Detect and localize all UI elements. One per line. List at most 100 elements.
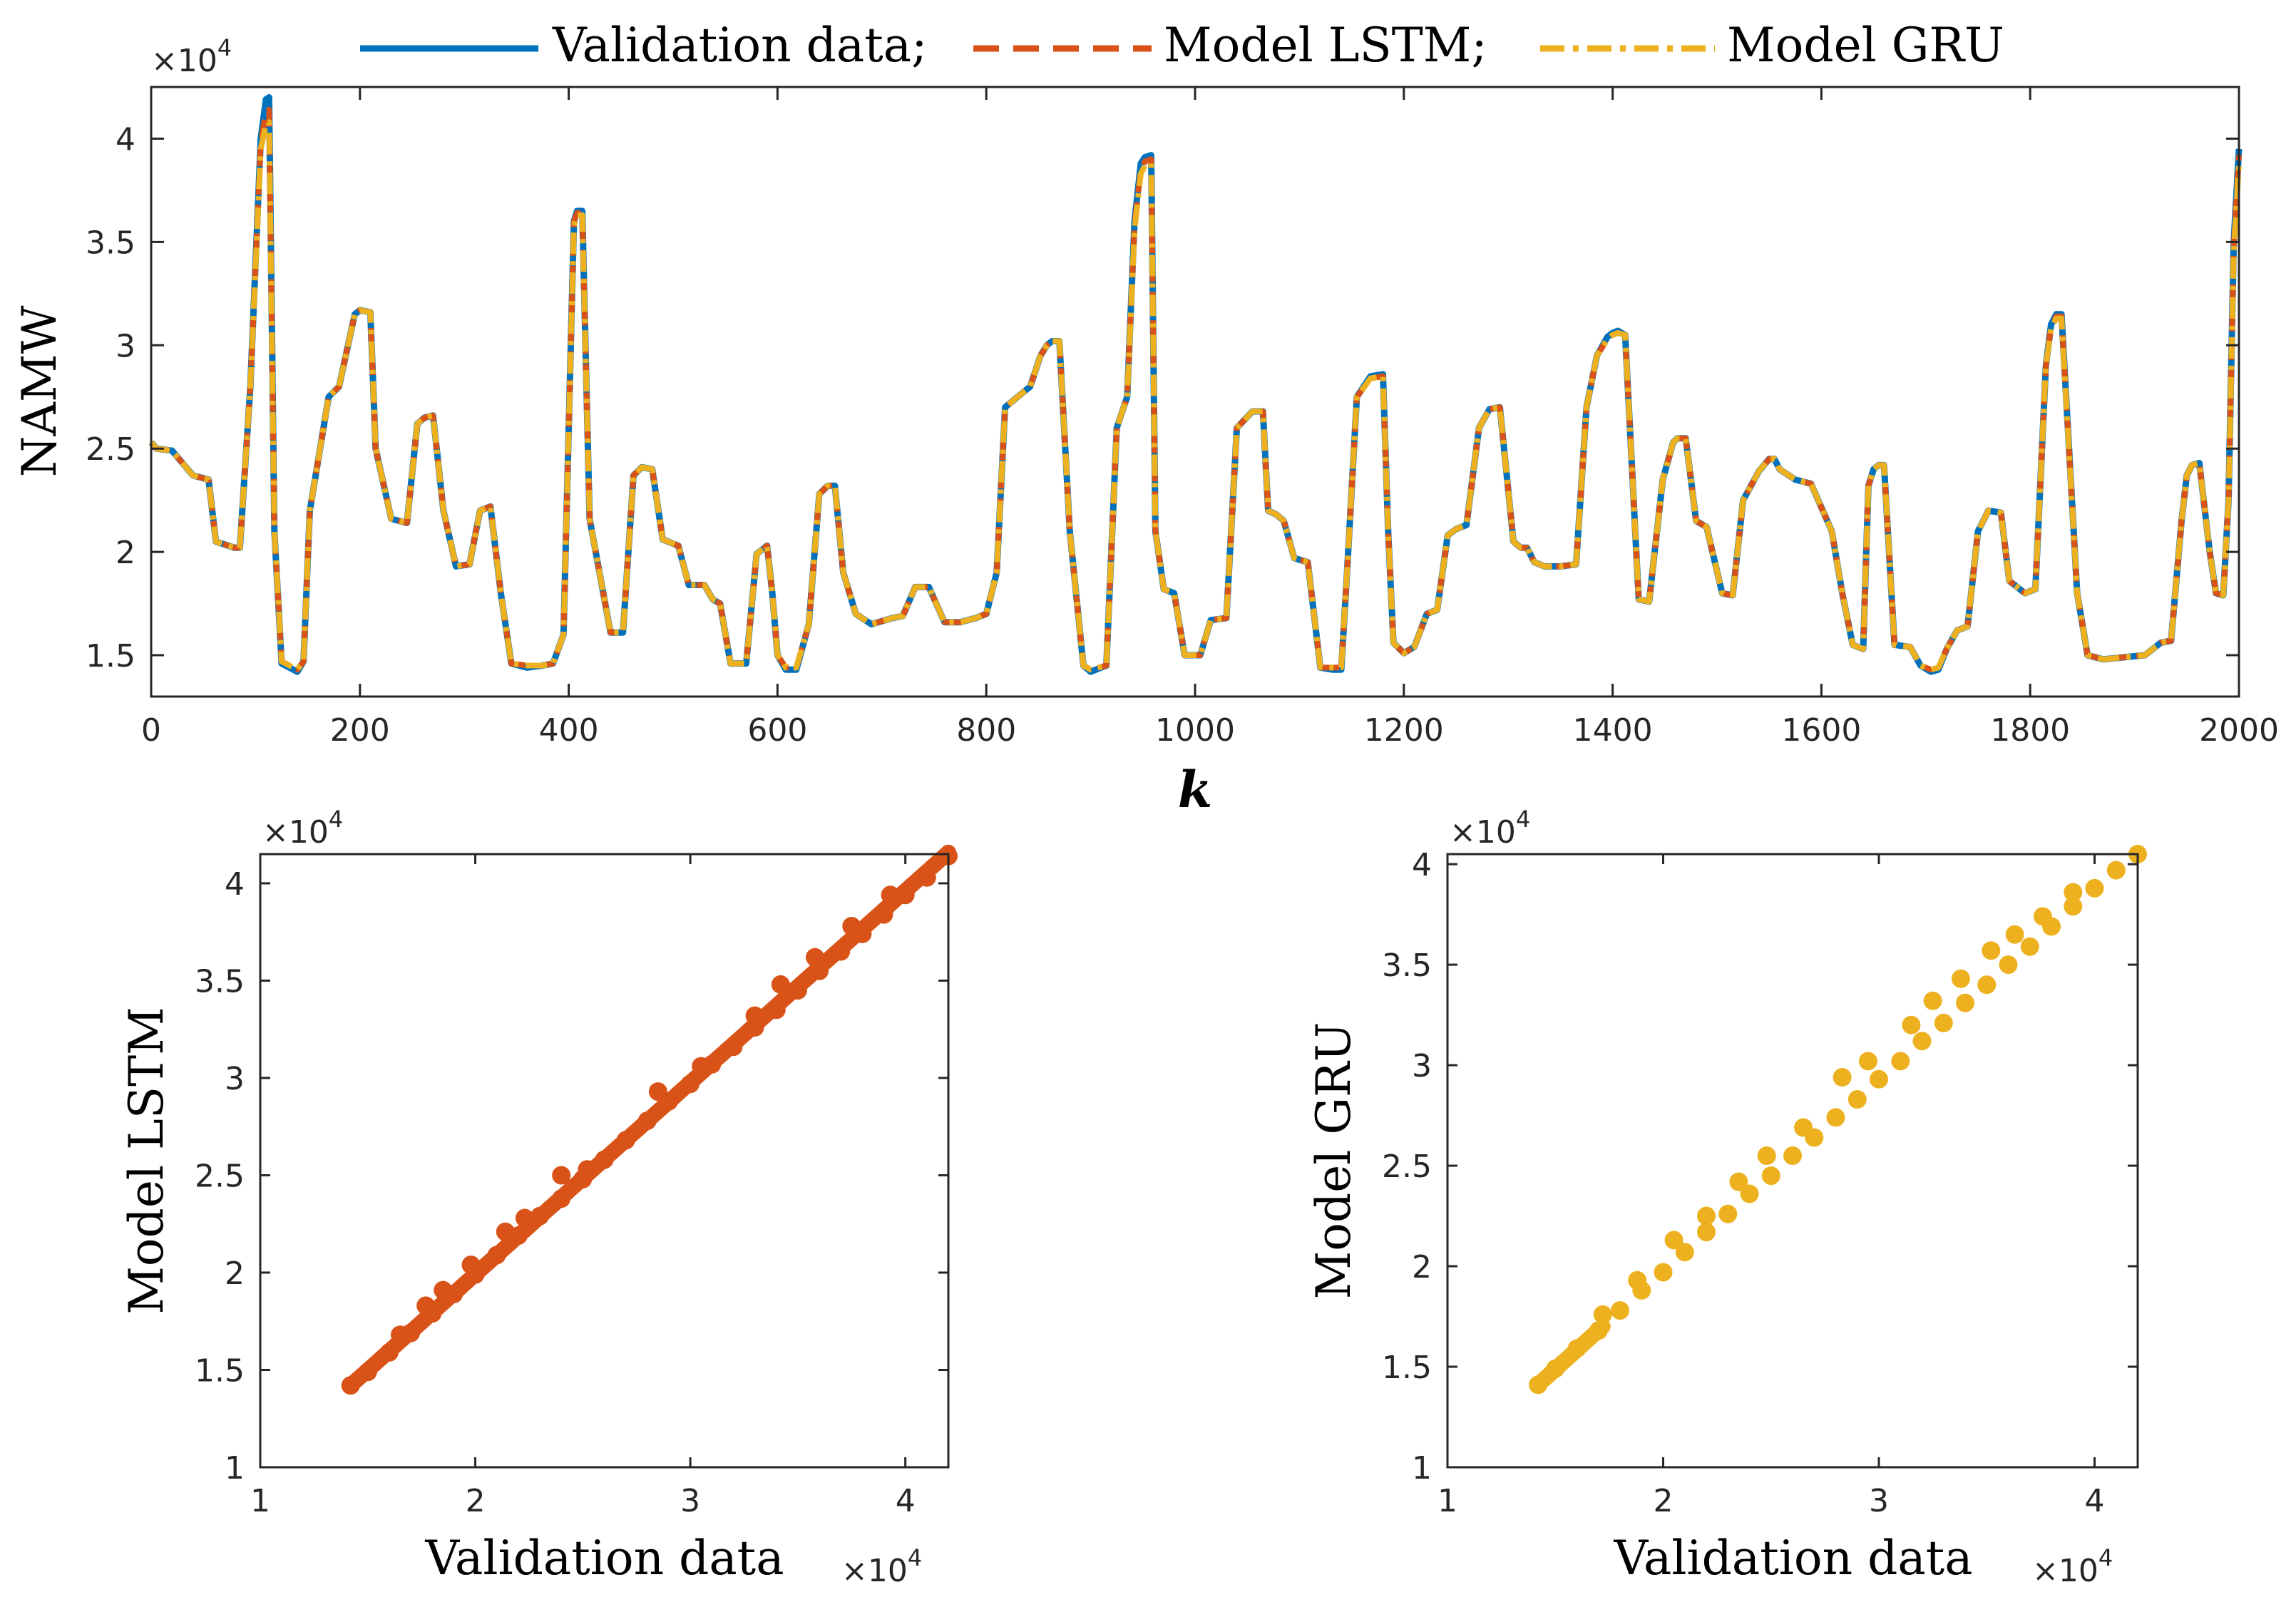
scatter-gru-ytick-label: 4 (1412, 847, 1432, 883)
scatter-gru-y-exponent-base: ×10 (1450, 814, 1516, 851)
scatter-gru-point (1891, 1052, 1910, 1071)
scatter-lstm-ytick-label: 2 (225, 1255, 245, 1292)
scatter-lstm-point (434, 1280, 453, 1300)
scatter-lstm-ytick-label: 4 (225, 866, 245, 903)
scatter-lstm-point (341, 1376, 360, 1395)
timeseries-ticks: 0 200 400 600 800 1000 1200 1400 1600 1800 2000 1.5… (86, 87, 2279, 749)
scatter-gru-xtick-label: 3 (1869, 1483, 1889, 1519)
scatter-lstm-point (637, 1111, 657, 1130)
scatter-lstm-y-exponent-base: ×10 (262, 814, 329, 851)
scatter-lstm-point (461, 1255, 481, 1275)
scatter-gru-point (1794, 1118, 1813, 1137)
scatter-gru-point (1675, 1243, 1694, 1262)
scatter-gru-ticks: 1 2 3 4 1 1.5 2 2.5 3 3.5 4 (1382, 847, 2138, 1519)
scatter-lstm-point (487, 1246, 506, 1265)
scatter-gru-point (1729, 1172, 1748, 1191)
scatter-lstm-point (788, 981, 807, 1000)
timeseries-xtick-label: 600 (747, 712, 807, 749)
scatter-gru-point (1593, 1305, 1612, 1324)
scatter-gru-point (1546, 1359, 1565, 1378)
scatter-lstm-ytick-label: 1 (225, 1450, 245, 1486)
scatter-gru-point (2064, 883, 2083, 902)
timeseries-ytick-label: 3 (116, 328, 135, 364)
scatter-lstm-ytick-label: 1.5 (195, 1352, 245, 1389)
timeseries-ylabel: NAMW (12, 305, 67, 477)
timeseries-xtick-label: 1200 (1364, 712, 1444, 749)
scatter-gru-ylabel: Model GRU (1306, 1022, 1361, 1300)
scatter-gru-y-exponent: ×104 (1450, 806, 1530, 851)
legend-label-validation: Validation data; (552, 18, 927, 73)
scatter-lstm-point (724, 1037, 743, 1057)
scatter-gru-ytick-label: 3.5 (1382, 948, 1432, 984)
scatter-gru-point (1847, 1090, 1867, 1109)
scatter-gru-point (1697, 1206, 1716, 1226)
scatter-gru-ytick-label: 2 (1412, 1249, 1432, 1285)
scatter-gru-point (1977, 975, 1997, 995)
scatter-lstm-y-exponent-power: 4 (329, 806, 343, 833)
scatter-lstm-x-exponent-power: 4 (908, 1544, 922, 1571)
scatter-lstm-plot: 1 2 3 411.522.533.54 ×104 ×104 Model LSTM V… (119, 806, 958, 1589)
timeseries-xtick-label: 2000 (2199, 712, 2279, 749)
scatter-lstm-point (917, 868, 936, 887)
scatter-gru-points (1529, 845, 2147, 1395)
scatter-lstm-ylabel: Model LSTM (119, 1007, 174, 1314)
scatter-lstm-x-exponent: ×104 (841, 1544, 922, 1589)
scatter-lstm-point (874, 905, 893, 924)
legend-label-lstm: Model LSTM; (1164, 18, 1487, 73)
legend-label-gru: Model GRU (1727, 18, 2004, 73)
scatter-gru-point (1664, 1231, 1683, 1250)
scatter-lstm-y-exponent: ×104 (262, 806, 343, 851)
scatter-gru-point (1740, 1184, 1759, 1203)
scatter-lstm-point (745, 1006, 764, 1025)
timeseries-ytick-label: 4 (116, 121, 135, 158)
scatter-gru-point (2005, 925, 2024, 944)
timeseries-xtick-label: 0 (141, 712, 161, 749)
scatter-gru-xtick-label: 1 (1437, 1483, 1457, 1519)
timeseries-ytick-label: 2.5 (86, 431, 135, 468)
scatter-gru-point (1628, 1270, 1647, 1290)
scatter-lstm-ticks: 1 2 3 4 1 1.5 2 2.5 3 3.5 4 (195, 854, 948, 1519)
timeseries-xtick-label: 200 (330, 712, 390, 749)
scatter-lstm-point (831, 942, 851, 961)
timeseries-ytick-label: 2 (116, 535, 135, 571)
scatter-gru-point (1912, 1032, 1932, 1051)
scatter-gru-xlabel: Validation data (1613, 1531, 1972, 1586)
timeseries-ytick-label: 3.5 (86, 225, 135, 261)
scatter-gru-ytick-label: 1 (1412, 1450, 1432, 1486)
timeseries-lines (148, 94, 2243, 675)
scatter-gru-point (1956, 993, 1974, 1012)
scatter-lstm-point (806, 948, 824, 967)
scatter-gru-x-exponent-base: ×10 (2032, 1553, 2098, 1589)
scatter-lstm-point (881, 885, 900, 905)
scatter-gru-point (1718, 1204, 1738, 1223)
scatter-lstm-point (578, 1160, 597, 1179)
scatter-lstm-point (515, 1208, 534, 1228)
scatter-gru-point (2085, 878, 2104, 898)
scatter-gru-point (1923, 991, 1942, 1010)
scatter-lstm-xtick-label: 2 (466, 1483, 486, 1519)
scatter-gru-point (1611, 1301, 1629, 1320)
timeseries-y-exponent-base: ×10 (151, 43, 217, 79)
scatter-lstm-x-exponent-base: ×10 (841, 1553, 908, 1589)
scatter-gru-point (1697, 1223, 1716, 1242)
scatter-gru-point (1567, 1339, 1587, 1358)
scatter-gru-ytick-label: 1.5 (1382, 1350, 1432, 1386)
scatter-gru-point (2020, 937, 2039, 956)
scatter-gru-point (1982, 941, 2001, 960)
scatter-lstm-xtick-label: 4 (896, 1483, 916, 1519)
scatter-gru-y-exponent-power: 4 (1516, 806, 1530, 833)
scatter-lstm-ytick-label: 3.5 (195, 963, 245, 1000)
scatter-gru-point (1529, 1375, 1548, 1395)
timeseries-y-exponent-power: 4 (217, 34, 232, 61)
scatter-lstm-point (358, 1362, 377, 1382)
scatter-gru-plot: 1 2 3 411.522.533.54 ×104 ×104 Model GRU Va… (1306, 806, 2147, 1589)
timeseries-xtick-label: 400 (539, 712, 599, 749)
timeseries-axes-box (150, 86, 2240, 698)
scatter-gru-axes-box (1446, 853, 2139, 1469)
scatter-gru-x-exponent-power: 4 (2098, 1544, 2113, 1571)
scatter-gru-point (1858, 1052, 1877, 1071)
scatter-gru-point (2033, 907, 2052, 926)
scatter-lstm-point (595, 1150, 614, 1169)
timeseries-y-exponent: ×104 (151, 34, 232, 79)
